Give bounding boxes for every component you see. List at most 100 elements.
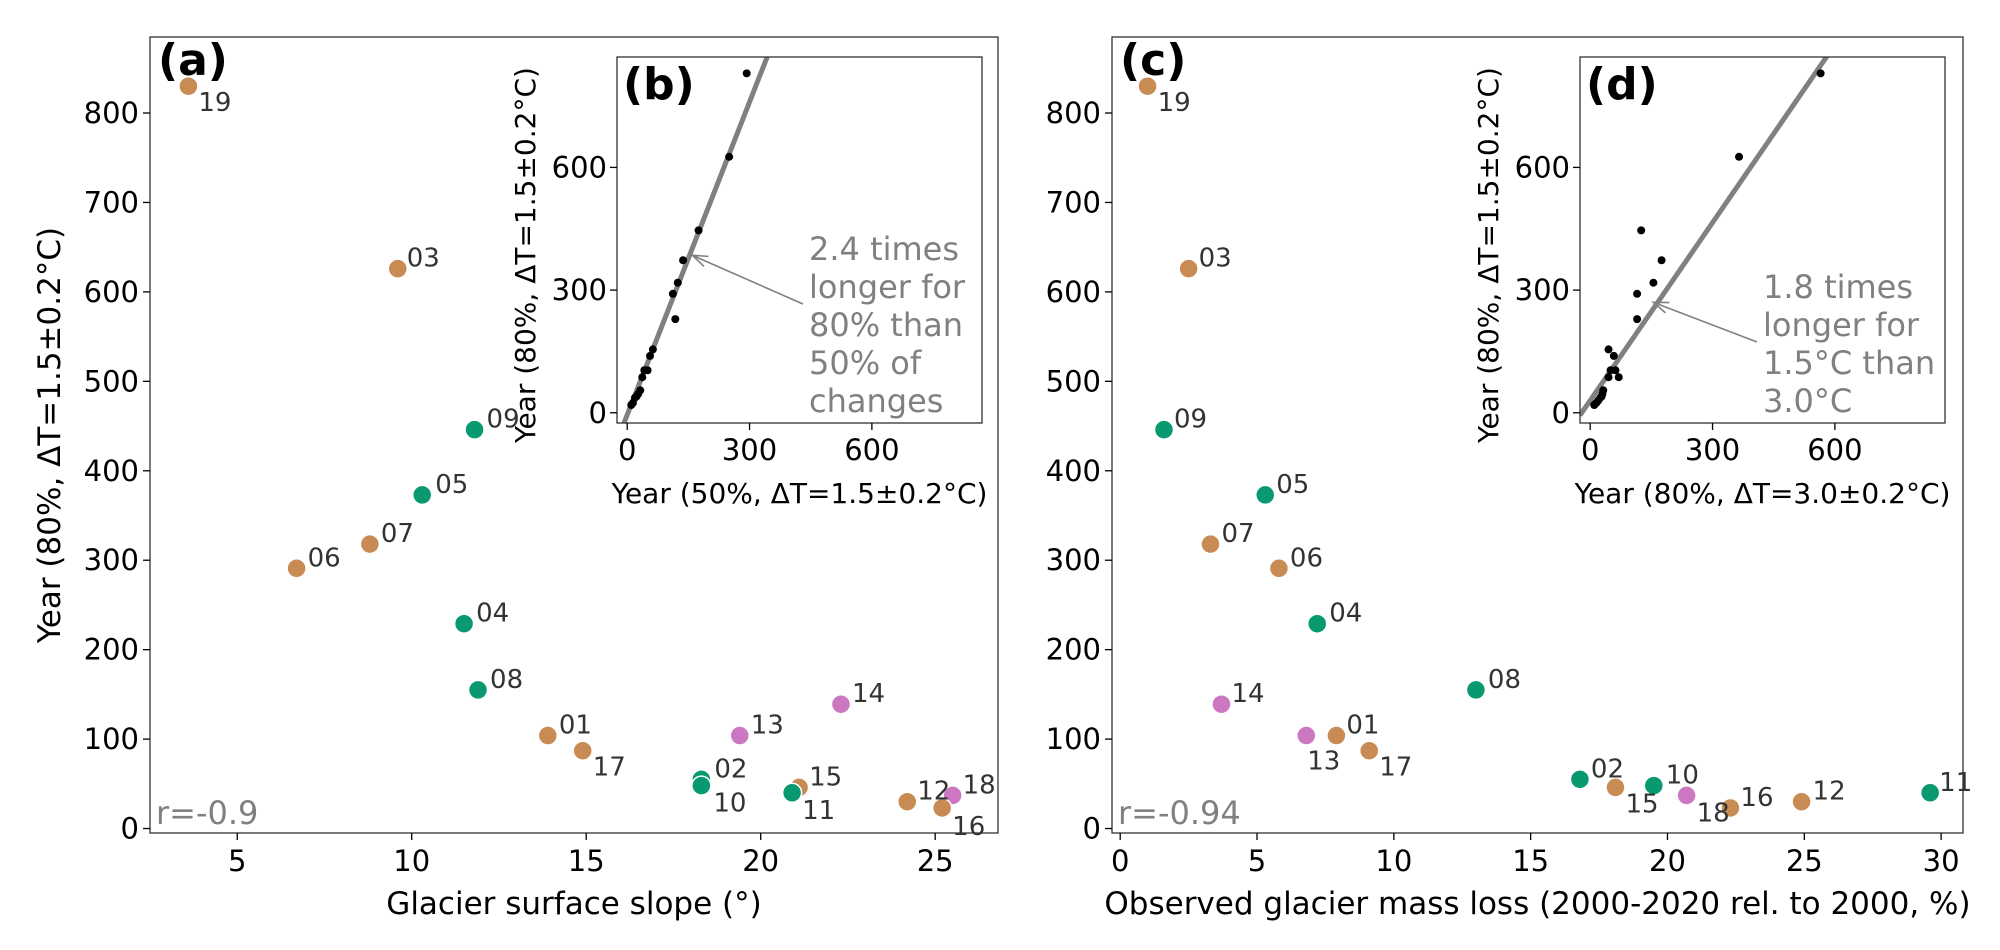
y-axis-label: Year (80%, ΔT=1.5±0.2°C): [32, 227, 68, 644]
data-point: [411, 484, 433, 506]
inset-background: [617, 57, 982, 423]
inset-note-line: changes: [809, 382, 943, 420]
inset-data-point: [725, 152, 734, 161]
inset-data-point: [1609, 351, 1618, 360]
data-point: [1326, 725, 1347, 746]
panel-b-inset: 0 300 600 0 300 600 Year (50%, ΔT=1.5±0.2°C) Ye…: [509, 56, 988, 510]
x-tick-label: 25: [917, 844, 954, 878]
data-point: [1268, 558, 1290, 579]
data-point: [359, 533, 381, 555]
inset-data-point: [742, 69, 751, 78]
inset-note-line: longer for: [1763, 306, 1920, 344]
x-tick-label: 30: [1923, 844, 1960, 878]
y-tick-label: 600: [1046, 275, 1101, 309]
inset-note-line: 50% of: [809, 344, 922, 382]
panel-a-scatter: 5 10 15 20 250100200300400500600700800Glacie…: [32, 35, 999, 922]
inset-y-axis-label: Year (80%, ΔT=1.5±0.2°C): [1472, 67, 1505, 444]
y-tick-label: 400: [1046, 454, 1101, 488]
inset-note-line: 3.0°C: [1763, 382, 1852, 420]
data-point: [781, 782, 803, 804]
inset-x-tick-label: 600: [844, 433, 899, 467]
data-point: [1643, 775, 1665, 796]
inset-panel-letter: (d): [1586, 59, 1658, 110]
y-tick-label: 600: [84, 275, 139, 309]
point-label: 19: [198, 88, 231, 118]
inset-y-axis-label: Year (80%, ΔT=1.5±0.2°C): [509, 67, 542, 444]
point-label: 16: [1740, 783, 1773, 813]
inset-background: [1580, 57, 1945, 423]
y-tick-label: 500: [1046, 364, 1101, 398]
y-tick-label: 0: [1083, 812, 1101, 846]
inset-y-tick-label: 600: [1515, 150, 1570, 184]
data-point: [178, 75, 199, 97]
data-point: [1153, 419, 1175, 440]
x-axis-label: Observed glacier mass loss (2000-2020 re…: [1104, 886, 1970, 922]
point-label: 18: [1697, 798, 1730, 828]
data-point: [467, 679, 489, 701]
inset-note-line: 2.4 times: [809, 230, 959, 268]
point-label: 15: [809, 762, 842, 792]
data-point: [1200, 533, 1221, 555]
inset-x-tick-label: 0: [618, 433, 636, 467]
x-axis-label: Glacier surface slope (°): [386, 886, 761, 922]
inset-frame: [1579, 56, 1946, 424]
data-point: [537, 725, 559, 746]
inset-data-point: [1633, 289, 1642, 298]
inset-y-tick-label: 0: [1552, 396, 1570, 430]
point-label: 04: [476, 599, 509, 629]
data-point: [1137, 75, 1158, 97]
inset-data-point: [646, 351, 655, 360]
data-point: [830, 693, 852, 715]
y-tick-label: 400: [84, 454, 139, 488]
inset-data-point: [636, 386, 645, 395]
data-point: [453, 613, 475, 634]
data-point: [1211, 693, 1232, 715]
fit-line: [1580, 57, 1830, 417]
y-tick-label: 300: [1046, 543, 1101, 577]
point-label: 08: [490, 665, 523, 695]
inset-note-line: 80% than: [809, 306, 963, 344]
point-label: 11: [1939, 768, 1972, 798]
point-label: 03: [407, 244, 440, 274]
inset-x-tick-label: 600: [1807, 433, 1862, 467]
note-arrow-head: [690, 254, 709, 267]
inset-y-tick-label: 300: [552, 273, 607, 307]
data-point: [1306, 613, 1328, 634]
data-point: [729, 725, 751, 746]
x-tick-label: 5: [1248, 844, 1266, 878]
panel-letter: (c): [1120, 35, 1186, 86]
data-point: [1358, 740, 1380, 761]
y-tick-label: 300: [84, 543, 139, 577]
point-label: 11: [802, 796, 835, 826]
inset-x-axis-label: Year (80%, ΔT=3.0±0.2°C): [1574, 477, 1951, 510]
data-point: [286, 558, 307, 579]
point-label: 14: [1231, 679, 1264, 709]
inset-data-point: [694, 226, 703, 235]
x-tick-label: 25: [1786, 844, 1823, 878]
data-point: [1254, 484, 1276, 506]
y-tick-label: 800: [84, 96, 139, 130]
inset-data-point: [1633, 315, 1642, 324]
inset-data-point: [1657, 256, 1666, 265]
data-point: [464, 419, 485, 440]
inset-data-point: [1637, 226, 1646, 235]
inset-y-tick-label: 600: [552, 150, 607, 184]
data-point: [1605, 777, 1626, 798]
x-tick-label: 10: [1375, 844, 1412, 878]
inset-data-point: [679, 256, 688, 265]
inset-data-point: [1604, 373, 1613, 382]
x-tick-label: 20: [742, 844, 779, 878]
inset-data-point: [638, 373, 647, 382]
inset-x-tick-label: 300: [1685, 433, 1740, 467]
point-label: 06: [1290, 543, 1323, 573]
plot-frame: [149, 36, 999, 834]
x-tick-label: 20: [1649, 844, 1686, 878]
point-label: 17: [1379, 753, 1412, 783]
inset-data-point: [1604, 345, 1613, 354]
point-label: 19: [1158, 88, 1191, 118]
note-arrow-line: [692, 254, 804, 305]
inset-y-tick-label: 0: [589, 396, 607, 430]
correlation-annotation: r=-0.94: [1118, 794, 1241, 832]
point-label: 04: [1329, 599, 1362, 629]
inset-x-axis-label: Year (50%, ΔT=1.5±0.2°C): [611, 477, 988, 510]
